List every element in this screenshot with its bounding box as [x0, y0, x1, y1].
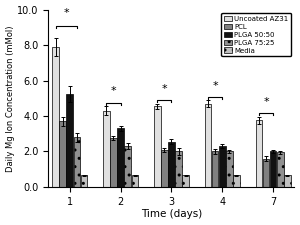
- Bar: [182, 176, 189, 187]
- Text: *: *: [111, 86, 116, 97]
- Bar: [205, 104, 211, 187]
- Bar: [59, 121, 66, 187]
- X-axis label: Time (days): Time (days): [141, 209, 202, 219]
- Bar: [103, 111, 110, 187]
- Bar: [110, 138, 117, 187]
- Bar: [263, 159, 269, 187]
- Bar: [233, 176, 240, 187]
- Bar: [81, 176, 87, 187]
- Bar: [277, 152, 284, 187]
- Bar: [67, 94, 73, 187]
- Bar: [256, 120, 262, 187]
- Bar: [219, 146, 226, 187]
- Bar: [117, 128, 124, 187]
- Bar: [161, 150, 168, 187]
- Bar: [124, 146, 131, 187]
- Legend: Uncoated AZ31, PCL, PLGA 50:50, PLGA 75:25, Media: Uncoated AZ31, PCL, PLGA 50:50, PLGA 75:…: [221, 13, 291, 56]
- Bar: [168, 142, 175, 187]
- Text: *: *: [161, 84, 167, 94]
- Bar: [52, 47, 59, 187]
- Bar: [212, 151, 218, 187]
- Bar: [270, 151, 276, 187]
- Text: *: *: [263, 97, 269, 107]
- Bar: [74, 137, 80, 187]
- Bar: [154, 106, 160, 187]
- Bar: [284, 176, 291, 187]
- Bar: [175, 151, 182, 187]
- Y-axis label: Daily Mg Ion Concentration (mMol): Daily Mg Ion Concentration (mMol): [6, 25, 15, 171]
- Text: *: *: [212, 81, 218, 91]
- Bar: [226, 151, 233, 187]
- Text: *: *: [63, 8, 69, 18]
- Bar: [131, 176, 138, 187]
